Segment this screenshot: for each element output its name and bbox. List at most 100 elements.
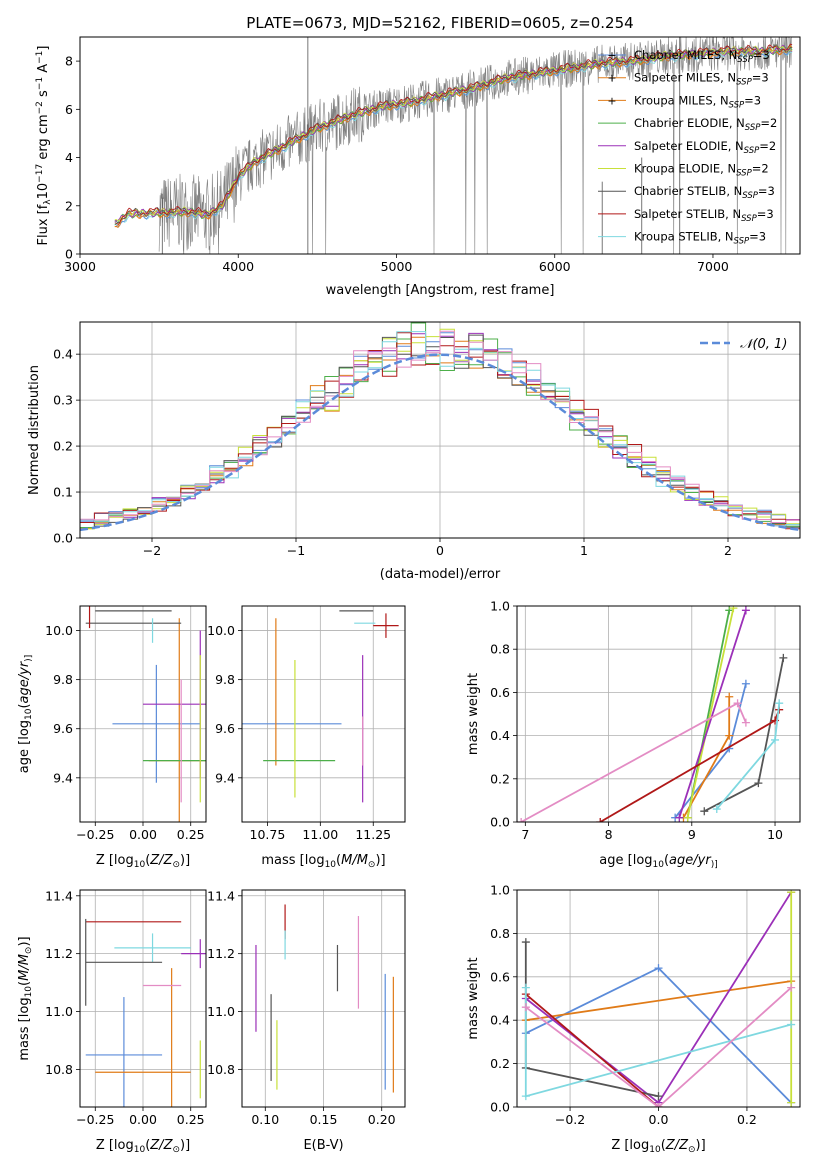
x-tick-label: 8 <box>605 827 613 842</box>
legend-marker: + <box>607 94 616 107</box>
y-axis-label: mass [log10(M/M⊙)] <box>17 936 34 1060</box>
x-axis-label-part: M/M <box>341 853 368 868</box>
y-tick-label: 0.4 <box>490 1013 510 1028</box>
normal-curve <box>80 353 800 532</box>
x-tick-label: 4000 <box>222 259 254 274</box>
series-line <box>686 608 735 818</box>
plot-area <box>85 918 206 1107</box>
series-marker <box>775 699 784 708</box>
legend-label-part: SSP <box>745 123 761 133</box>
legend-label: Salpeter MILES, NSSP=3 <box>634 71 769 88</box>
x-tick-label: 0 <box>436 543 444 558</box>
series-line <box>678 610 747 818</box>
y-tick-label: 0.4 <box>53 347 73 362</box>
axes-frame <box>79 889 207 1108</box>
legend-label-part: =3 <box>758 184 775 198</box>
legend-label-part: Chabrier ELODIE, N <box>634 116 745 130</box>
y-axis-label: age [log10(age/yr)] <box>17 655 34 773</box>
y-tick-label: 1.0 <box>490 599 510 614</box>
legend-label: Kroupa MILES, NSSP=3 <box>634 93 761 110</box>
x-tick-label: 9 <box>688 827 696 842</box>
y-tick-label: 10.8 <box>45 1062 73 1077</box>
y-axis-label-part: ( <box>17 703 32 708</box>
x-axis-label-part: ( <box>664 853 669 868</box>
x-tick-label: 0.20 <box>368 1112 396 1127</box>
series-marker <box>741 679 750 688</box>
x-tick-label: 0.00 <box>129 827 157 842</box>
x-axis-label: E(B-V) <box>303 1138 343 1153</box>
y-axis-label-part: A <box>36 64 51 77</box>
series-marker <box>787 1098 796 1107</box>
y-tick-label: 11.2 <box>45 946 73 961</box>
plot-area <box>85 606 206 822</box>
series-marker <box>779 653 788 662</box>
series-marker <box>787 1020 796 1029</box>
y-tick-label: 0.2 <box>53 439 73 454</box>
y-axis-label-part: ] <box>36 46 51 51</box>
legend-label: Salpeter STELIB, NSSP=3 <box>634 207 774 224</box>
panel-7: −0.2 0.0 0.2 0.0 0.2 0.4 0.6 0.8 1.0 Z [log10(Z/Z… <box>466 883 801 1155</box>
plot-area <box>80 322 800 532</box>
x-axis-label-part: ⊙ <box>172 860 180 870</box>
y-axis-label-part: 10 <box>24 708 34 720</box>
x-axis-label: mass [log10(M/M⊙)] <box>261 853 385 870</box>
x-tick-label: 11.25 <box>355 827 391 842</box>
y-tick-label: 9.6 <box>53 721 73 736</box>
y-tick-label: 11.0 <box>207 1004 235 1019</box>
series-marker <box>733 699 742 708</box>
axes-frame <box>79 605 207 823</box>
legend-label: Chabrier STELIB, NSSP=3 <box>634 184 775 201</box>
y-axis-label-part: erg cm <box>36 114 51 163</box>
x-axis-label-part: Z [log <box>96 853 134 868</box>
legend-label: 𝒩(0, 1) <box>740 337 787 352</box>
axes-frame <box>79 321 801 539</box>
legend-label-part: =2 <box>759 139 776 153</box>
data-point <box>181 939 206 969</box>
y-tick-label: 11.4 <box>45 888 73 903</box>
series-marker <box>787 890 796 897</box>
series-marker <box>700 807 709 816</box>
y-axis-label-part: Flux [f <box>36 204 51 245</box>
y-tick-label: 10.0 <box>45 623 73 638</box>
panel-0: 3000 4000 5000 6000 7000 0 2 4 6 8 PLATE=0673, MJD… <box>35 14 801 298</box>
legend-label-part: =3 <box>752 71 769 85</box>
y-axis-label-part: ( <box>17 981 32 986</box>
y-axis-label: mass weight <box>466 957 481 1039</box>
panel-2: −0.25 0.00 0.259.49.69.810.0Z [log10(Z/Z⊙)… <box>17 605 207 870</box>
series-marker <box>754 779 763 788</box>
legend-label-part: SSP <box>729 100 745 110</box>
plot-area <box>255 904 394 1093</box>
y-tick-label: 6 <box>65 102 73 117</box>
x-axis-label-part: 10 <box>134 1145 146 1155</box>
series-marker <box>675 813 684 822</box>
data-point <box>373 613 399 638</box>
legend-label-part: =2 <box>752 162 769 176</box>
plot-area <box>114 37 793 254</box>
series-marker <box>521 1092 530 1101</box>
histogram-series <box>80 331 800 527</box>
legend-label-part: SSP <box>737 55 753 65</box>
series-marker <box>741 718 750 727</box>
y-tick-label: 0 <box>65 247 73 262</box>
x-tick-label: 10 <box>767 827 783 842</box>
x-axis-label: age [log10(age/yr)] <box>599 853 717 870</box>
y-tick-label: 0.3 <box>53 393 73 408</box>
data-point <box>85 997 163 1107</box>
y-axis-label-part: ⊙ <box>24 947 34 955</box>
series-line <box>525 986 792 1107</box>
y-tick-label: 4 <box>65 150 73 165</box>
legend-label: Salpeter ELODIE, NSSP=2 <box>634 139 776 156</box>
legend-label-part: Chabrier STELIB, N <box>634 184 742 198</box>
y-axis-label-part: −2 <box>35 101 45 114</box>
x-axis-label-part: )] <box>711 860 718 870</box>
legend-label: Chabrier ELODIE, NSSP=2 <box>634 116 777 133</box>
y-axis-label-part: M/M <box>17 954 32 981</box>
model-curve <box>114 43 793 225</box>
series-marker <box>725 692 734 701</box>
x-tick-label: 0.10 <box>251 1112 279 1127</box>
y-axis-label-part: −17 <box>35 164 45 183</box>
legend-label-part: SSP <box>734 237 750 247</box>
y-tick-label: 0.1 <box>53 485 73 500</box>
x-tick-label: 0.25 <box>177 1112 205 1127</box>
